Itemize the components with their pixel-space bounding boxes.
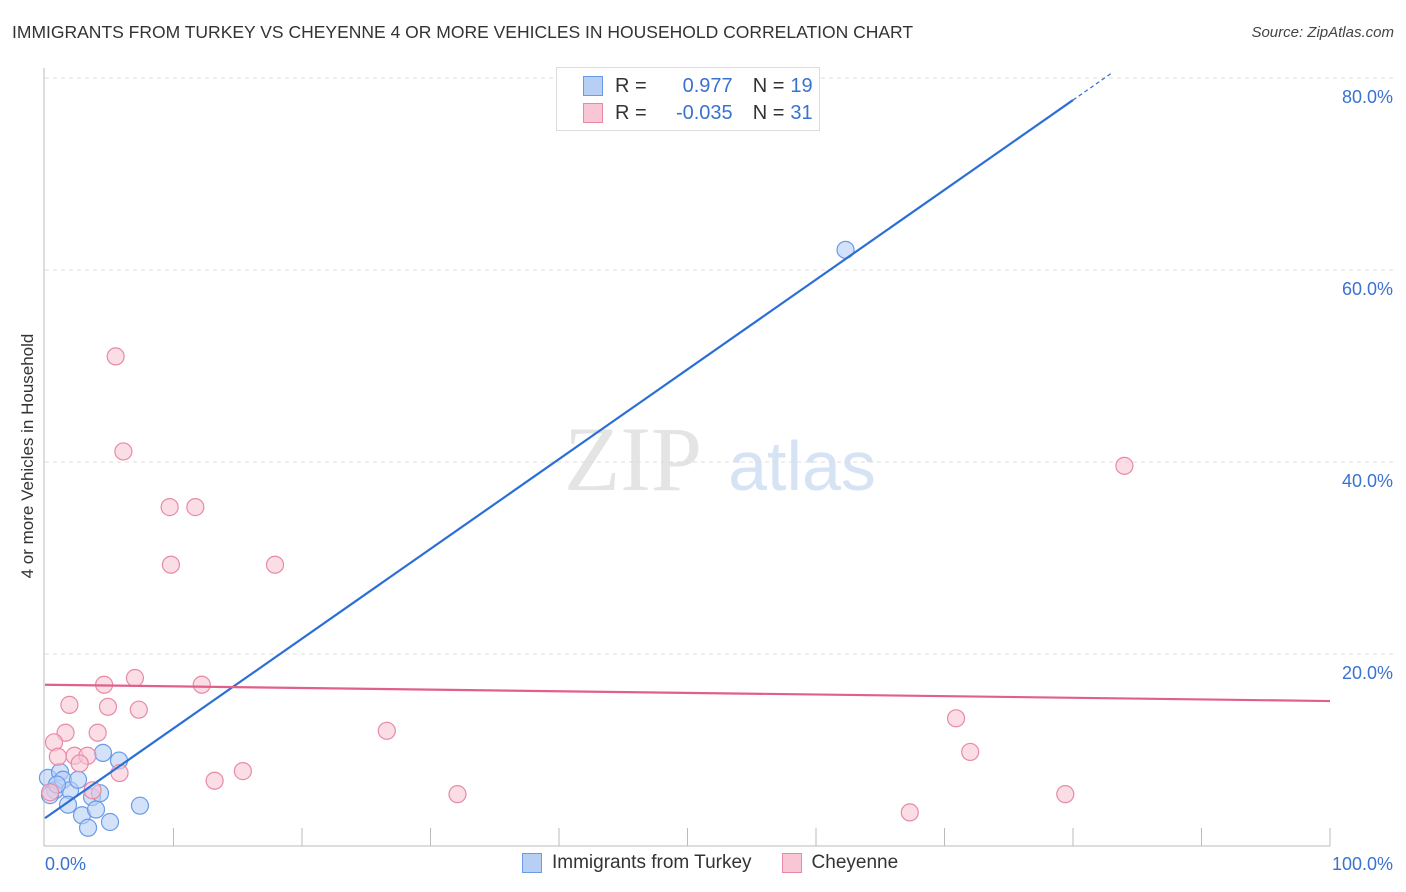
cheyenne-point (60, 695, 79, 714)
r-label: R = (615, 101, 647, 124)
cheyenne-point (1056, 785, 1075, 804)
x-tick-label: 0.0% (45, 854, 86, 874)
cheyenne-point (125, 668, 145, 688)
cheyenne-point (946, 709, 966, 728)
cheyenne-point (48, 747, 67, 766)
stats-legend: R = 0.977 N = 19 R = -0.035 N = 31 (556, 67, 820, 131)
n-value: 31 (790, 101, 813, 124)
y-tick-label: 80.0% (1342, 87, 1393, 107)
cheyenne-point (961, 742, 980, 762)
cheyenne-swatch (781, 853, 802, 873)
cheyenne-point (186, 498, 205, 517)
turkey-point (58, 795, 78, 814)
y-tick-label: 60.0% (1342, 279, 1393, 299)
cheyenne-point (233, 762, 252, 781)
legend-cheyenne-label: Cheyenne (811, 852, 899, 873)
cheyenne-point (41, 783, 60, 802)
y-tick-label: 20.0% (1342, 663, 1393, 683)
series-legend: Immigrants from Turkey Cheyenne (522, 852, 898, 874)
cheyenne-point (160, 498, 179, 517)
turkey-point (86, 800, 106, 819)
cheyenne-point (1115, 456, 1134, 475)
legend-row-cheyenne: R = -0.035 N = 31 (583, 101, 813, 125)
chart-title: IMMIGRANTS FROM TURKEY VS CHEYENNE 4 OR … (12, 22, 914, 42)
turkey-trendline (44, 99, 1074, 820)
watermark-zip: ZIP (564, 408, 702, 510)
n-value: 19 (790, 74, 813, 97)
cheyenne-point (448, 785, 467, 804)
legend-turkey-label: Immigrants from Turkey (552, 852, 752, 873)
turkey-trendline-extension (1072, 72, 1112, 101)
cheyenne-point (98, 697, 118, 716)
turkey-point (68, 770, 88, 789)
n-label: N = (752, 101, 785, 124)
cheyenne-swatch (583, 103, 603, 123)
source-label: Source: ZipAtlas.com (1251, 24, 1394, 41)
turkey-point (78, 818, 98, 837)
cheyenne-point (205, 771, 224, 790)
cheyenne-point (161, 555, 181, 574)
legend-row-turkey: R = 0.977 N = 19 (583, 74, 813, 98)
cheyenne-point (114, 442, 133, 461)
cheyenne-point (192, 675, 211, 694)
cheyenne-point (70, 754, 89, 773)
turkey-point (130, 796, 150, 815)
r-label: R = (615, 74, 647, 97)
r-value: 0.977 (682, 74, 733, 97)
r-value: -0.035 (675, 101, 733, 124)
cheyenne-point (106, 347, 125, 366)
cheyenne-point (88, 723, 107, 742)
turkey-point (100, 812, 120, 832)
y-tick-label: 40.0% (1342, 471, 1393, 491)
turkey-swatch (583, 76, 603, 96)
x-tick-label: 100.0% (1332, 854, 1393, 874)
cheyenne-point (129, 700, 148, 719)
cheyenne-trendline (44, 683, 1331, 703)
cheyenne-point (377, 721, 396, 740)
cheyenne-point (900, 803, 919, 822)
turkey-point (93, 743, 113, 762)
n-label: N = (752, 74, 785, 97)
turkey-swatch (522, 853, 542, 873)
watermark-atlas: atlas (728, 427, 876, 505)
cheyenne-point (265, 555, 285, 574)
